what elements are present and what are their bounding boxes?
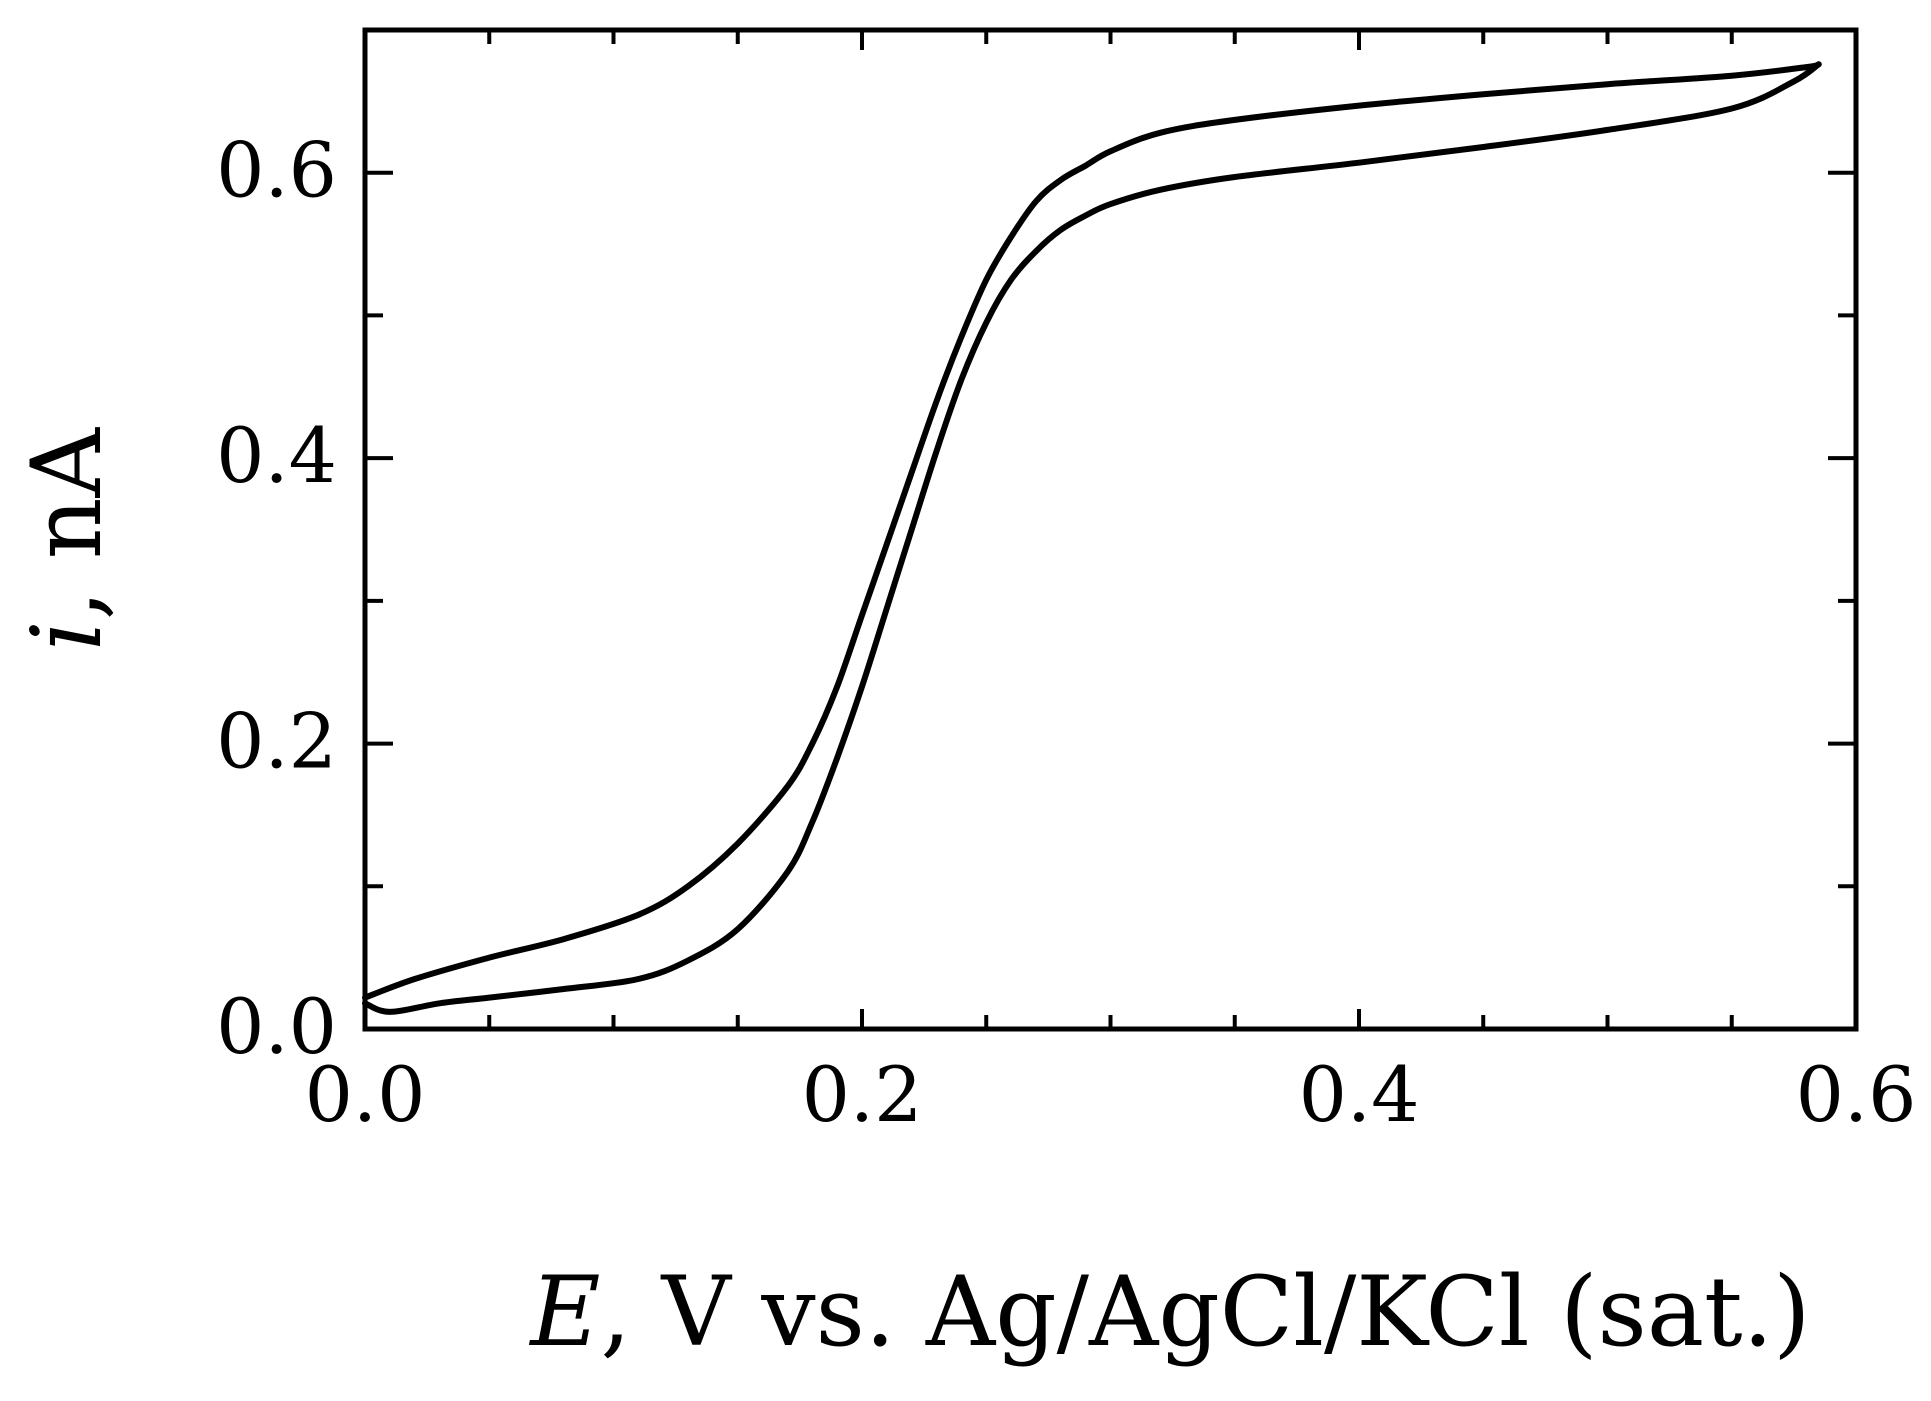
tick-marks [365, 30, 1856, 1029]
y-axis-label-symbol: i [11, 620, 123, 651]
x-axis-label-text: , V vs. Ag/AgCl/KCl (sat.) [600, 1256, 1810, 1368]
upper-scan-curve [365, 64, 1819, 997]
x-tick-label: 0.6 [1796, 1050, 1917, 1139]
x-tick-labels: 0.0 0.2 0.4 0.6 [305, 1050, 1917, 1139]
x-tick-label: 0.2 [802, 1050, 923, 1139]
lower-scan-curve [365, 64, 1819, 1012]
x-axis-label-symbol: E [528, 1256, 600, 1368]
plot-frame [365, 30, 1856, 1029]
y-tick-label: 0.4 [216, 411, 337, 500]
y-axis-label-text: , nA [11, 426, 123, 620]
y-tick-label: 0.6 [216, 126, 337, 215]
x-axis-label: E, V vs. Ag/AgCl/KCl (sat.) [528, 1256, 1810, 1368]
y-tick-label: 0.0 [216, 982, 337, 1071]
x-tick-label: 0.4 [1299, 1050, 1420, 1139]
data-curves [365, 64, 1819, 1012]
y-tick-label: 0.2 [216, 697, 337, 786]
y-axis-label: i, nA [11, 426, 123, 651]
y-tick-labels: 0.0 0.2 0.4 0.6 [216, 126, 337, 1071]
